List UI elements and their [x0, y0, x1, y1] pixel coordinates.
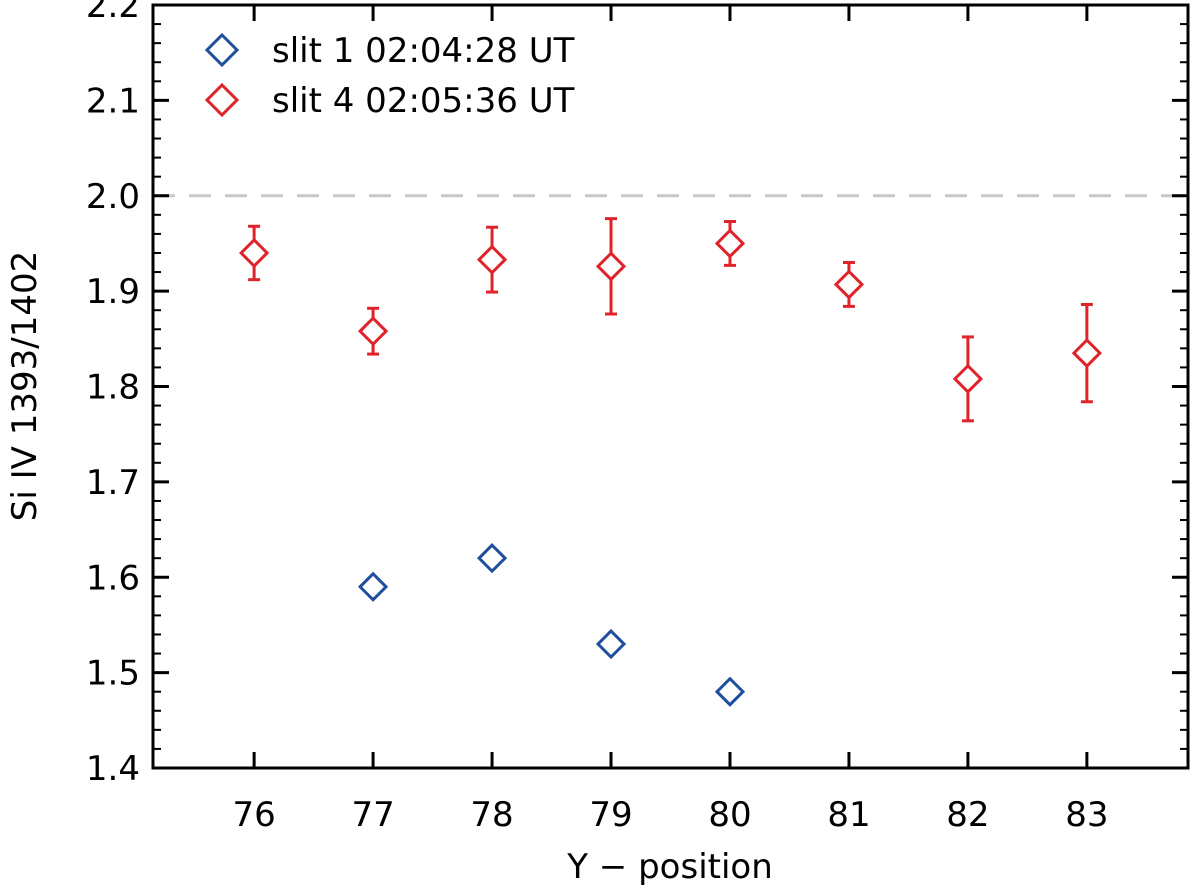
x-tick-label: 83	[1065, 795, 1108, 835]
y-tick-label: 1.5	[86, 654, 140, 694]
x-tick-label: 78	[470, 795, 513, 835]
legend-entry-2: slit 4 02:05:36 UT	[204, 81, 575, 121]
data-point	[357, 571, 389, 602]
x-tick-label: 79	[589, 795, 632, 835]
legend-marker	[204, 82, 240, 118]
legend-label: slit 1 02:04:28 UT	[272, 31, 575, 71]
data-point	[476, 244, 508, 275]
y-tick-label: 1.7	[86, 463, 140, 503]
data-point	[357, 316, 389, 347]
x-tick-label: 76	[232, 795, 275, 835]
x-axis-title: Y − position	[566, 847, 773, 887]
legend-label: slit 4 02:05:36 UT	[272, 81, 575, 121]
x-tick-label: 82	[946, 795, 989, 835]
data-point	[595, 251, 627, 282]
data-point	[833, 269, 865, 300]
y-tick-label: 2.1	[86, 81, 140, 121]
legend-entry-1: slit 1 02:04:28 UT	[204, 31, 575, 71]
y-tick-label: 1.8	[86, 368, 140, 408]
x-tick-label: 81	[827, 795, 870, 835]
y-tick-label: 2.2	[86, 0, 140, 26]
data-point	[714, 676, 746, 707]
data-point	[1071, 337, 1103, 369]
y-tick-label: 1.6	[86, 558, 140, 598]
series-1	[357, 543, 746, 707]
y-tick-label: 2.0	[86, 177, 140, 217]
series-2	[238, 217, 1103, 423]
data-point	[952, 363, 984, 394]
legend-marker	[204, 32, 240, 68]
x-tick-label: 80	[708, 795, 751, 835]
x-tick-label: 77	[351, 795, 394, 835]
data-point	[595, 628, 627, 660]
plot-frame	[151, 3, 1190, 770]
y-axis-title: Si IV 1393/1402	[5, 251, 45, 521]
data-point	[238, 237, 270, 269]
data-point	[476, 543, 508, 574]
y-tick-label: 1.9	[86, 272, 140, 312]
y-tick-label: 1.4	[86, 749, 140, 789]
data-point	[714, 228, 746, 259]
